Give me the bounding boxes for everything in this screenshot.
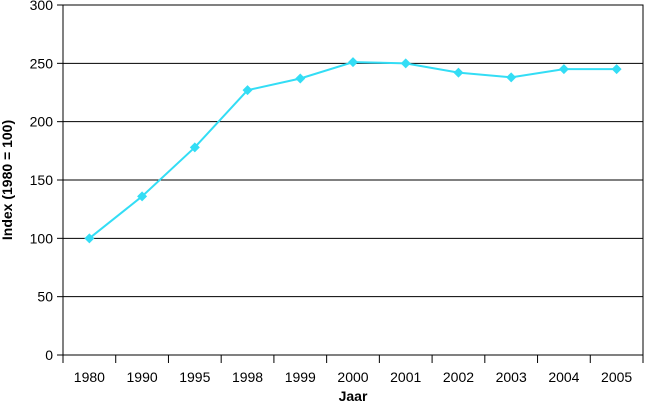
x-tick-label: 1980 xyxy=(74,369,105,385)
x-tick-label: 2005 xyxy=(601,369,632,385)
data-point xyxy=(295,73,306,84)
y-tick-label: 100 xyxy=(30,230,54,246)
data-point xyxy=(400,58,411,69)
x-tick-label: 2004 xyxy=(548,369,579,385)
series-layer xyxy=(84,57,622,244)
y-tick-label: 200 xyxy=(30,114,54,130)
y-tick-label: 250 xyxy=(30,55,54,71)
x-tick-label: 2003 xyxy=(496,369,527,385)
data-point xyxy=(84,233,95,244)
gridlines xyxy=(63,62,643,298)
x-axis-title: Jaar xyxy=(339,388,368,404)
x-tick-label: 2001 xyxy=(390,369,421,385)
data-point xyxy=(242,85,253,96)
data-point xyxy=(453,67,464,78)
y-tick-label: 50 xyxy=(37,289,53,305)
y-axis: 0 50 100 150 200 250 300 xyxy=(30,0,63,363)
data-point xyxy=(558,64,569,75)
data-point xyxy=(137,191,148,202)
x-tick-label: 1995 xyxy=(179,369,210,385)
x-tick-label: 1990 xyxy=(127,369,158,385)
y-tick-label: 150 xyxy=(30,172,54,188)
y-tick-label: 0 xyxy=(45,347,53,363)
data-point xyxy=(189,142,200,153)
x-axis: 1980 1990 1995 1998 1999 2000 2001 2002 2003 2004… xyxy=(62,355,644,385)
x-tick-label: 1998 xyxy=(232,369,263,385)
data-point xyxy=(506,72,517,83)
data-point xyxy=(348,57,358,68)
y-axis-title: Index (1980 = 100) xyxy=(0,120,15,240)
series-line xyxy=(88,61,617,240)
y-tick-label: 300 xyxy=(30,0,54,13)
x-tick-label: 1999 xyxy=(285,369,316,385)
data-point xyxy=(611,64,622,75)
x-tick-label: 2002 xyxy=(443,369,474,385)
x-tick-label: 2000 xyxy=(337,369,368,385)
